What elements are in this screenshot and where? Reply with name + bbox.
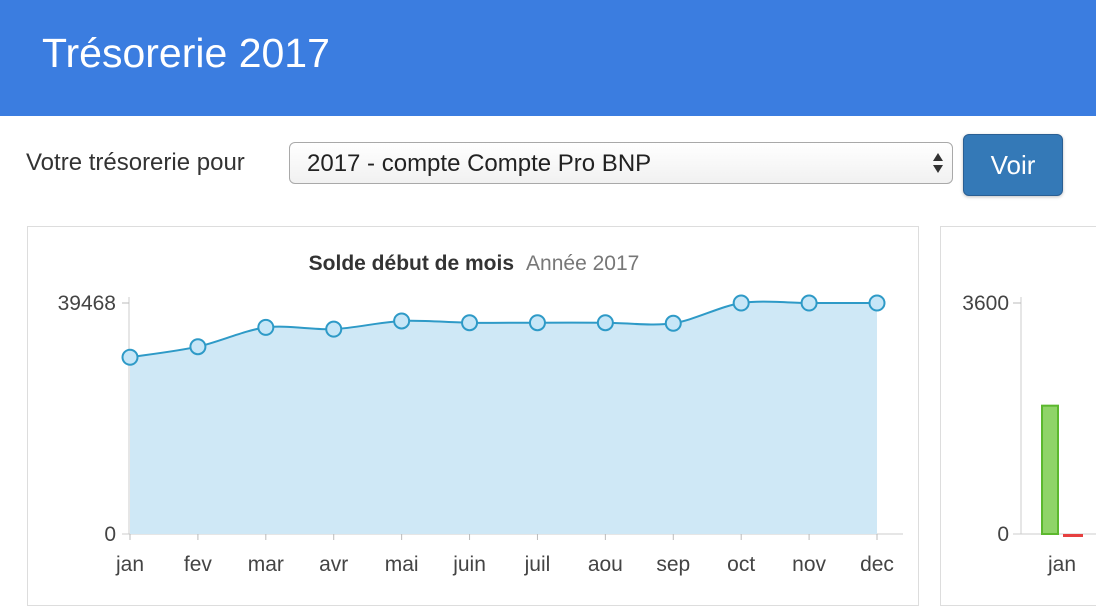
x-tick-label-oct: oct [727, 553, 755, 576]
page-title: Trésorerie 2017 [42, 30, 330, 76]
balance-point-juin[interactable] [461, 314, 479, 332]
x-tick-label-juin: juin [452, 553, 486, 576]
x-tick-label-nov: nov [792, 553, 826, 576]
x-tick-label-avr: avr [319, 553, 348, 576]
x-tick-label-juil: juil [524, 553, 551, 576]
balance-point-sep[interactable] [664, 314, 682, 332]
voir-button[interactable]: Voir [963, 134, 1063, 196]
bar-income-jan[interactable] [1041, 404, 1059, 535]
flows-chart-panel: 3600 0 jan [940, 226, 1096, 606]
balance-point-oct[interactable] [732, 294, 750, 312]
y-tick-label: 39468 [58, 292, 116, 315]
account-select[interactable]: 2017 - compte Compte Pro BNP [289, 142, 953, 184]
x-tick-label-mar: mar [248, 553, 284, 576]
x-tick-label-fev: fev [184, 553, 213, 576]
x-tick-label-dec: dec [860, 553, 894, 576]
x-tick-label-jan: jan [115, 553, 144, 576]
flows-chart: 3600 0 jan [962, 292, 1096, 576]
balance-point-nov[interactable] [800, 294, 818, 312]
x-tick-label-aou: aou [588, 553, 623, 576]
balance-point-mar[interactable] [257, 318, 275, 336]
x-tick-label-mai: mai [385, 553, 419, 576]
balance-chart-panel: Solde début de mois Année 2017 39468 0 jan fe… [27, 226, 919, 606]
y-tick-label: 0 [104, 523, 116, 546]
y-tick-label: 3600 [962, 292, 1009, 315]
balance-chart: Solde début de mois Année 2017 39468 0 jan fe… [58, 252, 903, 576]
select-arrows-icon [933, 153, 943, 173]
bar-expense-jan[interactable] [1063, 534, 1083, 537]
balance-point-fev[interactable] [189, 338, 207, 356]
balance-point-jan[interactable] [121, 348, 139, 366]
balance-point-avr[interactable] [325, 320, 343, 338]
chart-title: Solde début de mois Année 2017 [309, 252, 640, 275]
balance-point-dec[interactable] [868, 294, 886, 312]
header-bar: Trésorerie 2017 [0, 0, 1096, 116]
balance-point-mai[interactable] [393, 312, 411, 330]
y-tick-label: 0 [997, 523, 1009, 546]
x-tick-label-jan: jan [1047, 553, 1076, 576]
balance-point-aou[interactable] [596, 314, 614, 332]
balance-point-juil[interactable] [528, 314, 546, 332]
balance-area [130, 301, 877, 534]
account-select-value: 2017 - compte Compte Pro BNP [307, 150, 652, 177]
x-tick-label-sep: sep [656, 553, 690, 576]
filter-label: Votre trésorerie pour [26, 149, 245, 176]
